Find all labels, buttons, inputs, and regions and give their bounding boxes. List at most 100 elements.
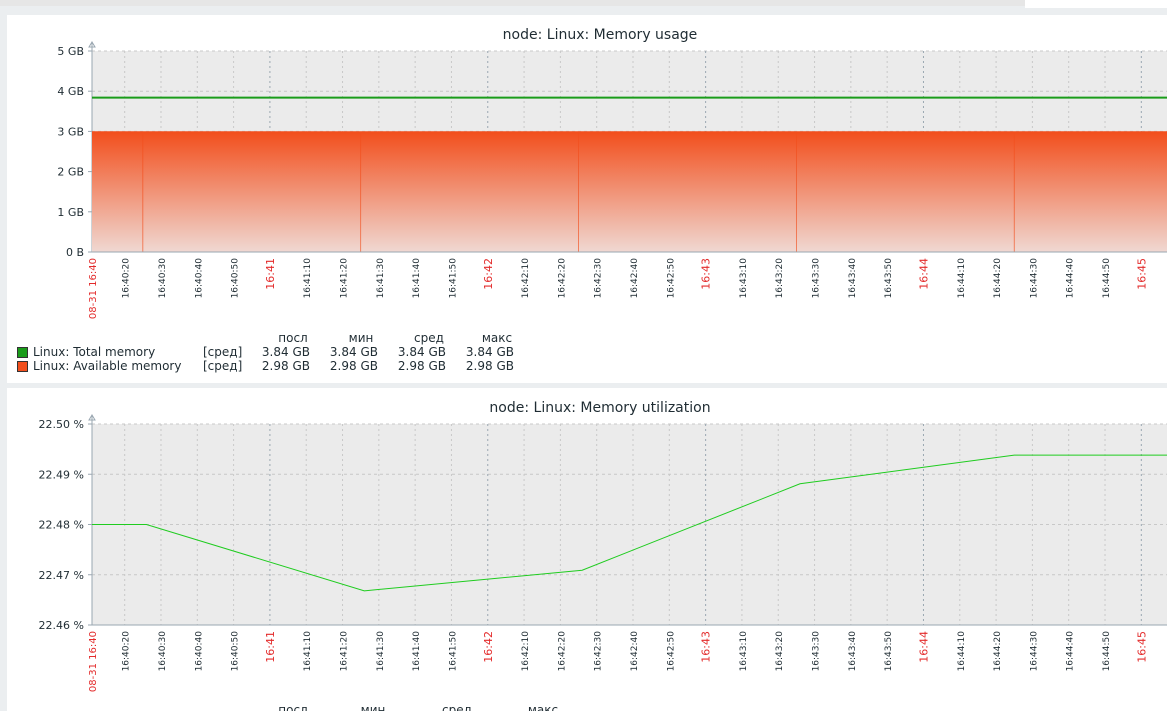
color-swatch (17, 361, 28, 372)
value-min: 3.84 GB (329, 345, 378, 359)
x-tick-label: 16:43:20 (775, 631, 785, 672)
x-tick-label: 16:42:30 (594, 258, 604, 299)
value-last: 2.98 GB (261, 359, 310, 373)
x-tick-label: 16:40:40 (194, 258, 204, 299)
value-max: 2.98 GB (465, 359, 514, 373)
y-tick-label: 22.48 % (39, 519, 84, 532)
series-name: Linux: Available memory (33, 359, 182, 373)
legend-header-max: макс (527, 703, 559, 711)
top-scrollbar-track[interactable] (0, 0, 1025, 6)
x-tick-label: 16:44:10 (957, 631, 967, 672)
y-tick-label: 5 GB (57, 45, 84, 58)
x-tick-label: 16:43:30 (812, 258, 822, 299)
x-tick-label: 16:42:50 (666, 258, 676, 299)
legend: посл мин сред макс (7, 703, 567, 711)
y-axis-arrow-icon (88, 414, 96, 421)
x-tick-label: 16:44:40 (1066, 631, 1076, 672)
x-tick-label: 16:44:10 (957, 258, 967, 299)
x-tick-label: 16:41:10 (303, 631, 313, 672)
x-tick-label: 16:42:30 (594, 631, 604, 672)
top-strip (1025, 0, 1167, 8)
y-tick-label: 1 GB (57, 206, 84, 219)
legend-item-total-memory: Linux: Total memory [сред] 3.84 GB 3.84 … (7, 345, 567, 359)
x-tick-label: 16:44:40 (1066, 258, 1076, 299)
x-tick-label: 16:41:40 (412, 258, 422, 299)
memory-utilization-chart[interactable]: node: Linux: Memory utilization 22.46 % 22… (7, 388, 1167, 708)
x-tick-label: 16:40:50 (231, 258, 241, 299)
graph-panel-memory-usage: node: Linux: Memory usage 0 B 1 GB 2 GB 3 GB… (7, 15, 1167, 383)
x-tick-label: 16:43:30 (812, 631, 822, 672)
y-tick-label: 22.49 % (39, 468, 84, 481)
x-tick-label: 16:43 (700, 631, 713, 663)
y-tick-label: 22.50 % (39, 418, 84, 431)
chart-title: node: Linux: Memory usage (503, 27, 698, 43)
y-axis-arrow-icon (88, 41, 96, 48)
legend-header-last: посл (278, 331, 308, 345)
x-tick-label: 16:41:30 (376, 631, 386, 672)
x-tick-label: 16:40:20 (122, 631, 132, 672)
x-tick-label: 16:41:50 (448, 258, 458, 299)
x-tick-label: 16:43:40 (848, 258, 858, 299)
value-max: 3.84 GB (465, 345, 514, 359)
x-tick-label: 16:43:50 (884, 631, 894, 672)
series-line (92, 454, 1167, 592)
legend-header-min: мин (360, 703, 386, 711)
color-swatch (17, 347, 28, 358)
x-tick-label: 16:42:20 (557, 631, 567, 672)
legend-header-max: макс (481, 331, 513, 345)
series-area (92, 132, 1167, 252)
x-tick-label: 16:44 (917, 631, 930, 663)
graph-panel-memory-utilization: node: Linux: Memory utilization 22.46 % 22… (7, 388, 1167, 711)
legend-header-avg: сред (442, 703, 472, 711)
series-name: Linux: Total memory (33, 345, 156, 359)
x-tick-label: 16:40:40 (194, 631, 204, 672)
x-tick-label: 16:43:50 (884, 258, 894, 299)
x-tick-label: 16:41:50 (448, 631, 458, 672)
x-tick-label: 16:41 (264, 258, 277, 290)
x-tick-label: 16:44:50 (1102, 258, 1112, 299)
x-tick-label: 16:44:20 (993, 258, 1003, 299)
x-tick-label: 16:41:20 (340, 258, 350, 299)
x-tick-label: 16:40:30 (158, 631, 168, 672)
x-tick-label: 16:40:20 (122, 258, 132, 299)
x-tick-label: 16:42:40 (630, 631, 640, 672)
x-tick-label: 16:40:30 (158, 258, 168, 299)
x-tick-label: 16:42:20 (557, 258, 567, 299)
x-tick-label: 16:42:50 (666, 631, 676, 672)
x-tick-label: 16:43:10 (739, 258, 749, 299)
x-tick-label: 16:44:30 (1029, 258, 1039, 299)
y-tick-label: 3 GB (57, 125, 84, 138)
y-tick-label: 2 GB (57, 166, 84, 179)
value-avg: 2.98 GB (397, 359, 446, 373)
x-tick-label: 16:42 (482, 258, 495, 290)
legend: посл мин сред макс Linux: Total memory [… (7, 331, 567, 381)
x-tick-label: 16:42 (482, 631, 495, 663)
x-tick-label: 16:41:10 (303, 258, 313, 299)
y-tick-label: 22.47 % (39, 569, 84, 582)
x-tick-label: 16:44:20 (993, 631, 1003, 672)
chart-title: node: Linux: Memory utilization (489, 400, 710, 416)
legend-item-available-memory: Linux: Available memory [сред] 2.98 GB 2… (7, 359, 567, 373)
legend-header-avg: сред (414, 331, 444, 345)
y-tick-label: 4 GB (57, 85, 84, 98)
x-tick-label: 16:44:30 (1029, 631, 1039, 672)
y-tick-label: 22.46 % (39, 619, 84, 632)
x-tick-label: 16:42:10 (521, 258, 531, 299)
x-tick-label-start: 08-31 16:40 (88, 631, 99, 692)
x-tick-label: 16:43 (700, 258, 713, 290)
value-avg: 3.84 GB (397, 345, 446, 359)
x-tick-label: 16:44 (917, 258, 930, 290)
series-func: [сред] (203, 359, 243, 373)
x-tick-label: 16:44:50 (1102, 631, 1112, 672)
x-tick-label: 16:43:10 (739, 631, 749, 672)
value-min: 2.98 GB (329, 359, 378, 373)
x-tick-label: 16:42:10 (521, 631, 531, 672)
x-tick-label: 16:40:50 (231, 631, 241, 672)
x-tick-label: 16:41:30 (376, 258, 386, 299)
x-tick-label: 16:41:20 (340, 631, 350, 672)
y-tick-label: 0 B (66, 246, 84, 259)
memory-usage-chart[interactable]: node: Linux: Memory usage 0 B 1 GB 2 GB 3 GB… (7, 15, 1167, 335)
legend-header-last: посл (278, 703, 308, 711)
x-tick-label: 16:43:20 (775, 258, 785, 299)
x-tick-label-start: 08-31 16:40 (88, 258, 99, 319)
